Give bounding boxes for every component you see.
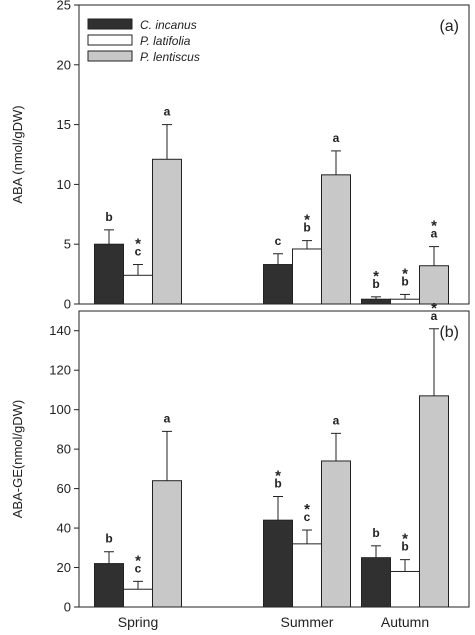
panel-label: (a) xyxy=(439,18,459,35)
bar xyxy=(94,563,124,608)
bar xyxy=(123,274,153,305)
y-axis-title: ABA-GE(nmol/gDW) xyxy=(10,400,25,518)
significance-star: * xyxy=(304,501,310,518)
y-tick-label: 100 xyxy=(49,402,71,417)
significance-letter: a xyxy=(333,413,340,427)
significance-letter: c xyxy=(135,245,142,259)
significance-letter: b xyxy=(372,526,379,540)
y-tick-label: 5 xyxy=(64,237,71,252)
significance-star: * xyxy=(275,467,281,484)
y-tick-label: 20 xyxy=(57,560,71,575)
legend-swatch xyxy=(87,50,133,62)
bar xyxy=(292,543,322,608)
bar xyxy=(321,174,351,305)
y-tick-label: 20 xyxy=(57,57,71,72)
significance-letter: c xyxy=(304,510,311,524)
y-tick-label: 40 xyxy=(57,521,71,536)
significance-letter: b xyxy=(372,277,379,291)
bar xyxy=(263,264,293,305)
significance-star: * xyxy=(135,552,141,569)
significance-letter: b xyxy=(105,532,112,546)
bar xyxy=(123,588,153,608)
legend-swatch xyxy=(87,18,133,30)
category-label: Spring xyxy=(118,614,158,630)
significance-letter: a xyxy=(164,411,171,425)
legend-label: P. latifolia xyxy=(140,34,191,48)
significance-star: * xyxy=(373,268,379,285)
y-axis-title: ABA (nmol/gDW) xyxy=(10,105,25,203)
significance-letter: c xyxy=(275,234,282,248)
bar xyxy=(419,265,449,305)
bar xyxy=(390,298,420,305)
significance-letter: b xyxy=(401,540,408,554)
bar xyxy=(390,570,420,608)
bar xyxy=(419,395,449,608)
significance-letter: a xyxy=(431,309,438,323)
significance-letter: c xyxy=(135,561,142,575)
legend-label: P. lentiscus xyxy=(140,50,200,64)
y-tick-label: 120 xyxy=(49,363,71,378)
y-tick-label: 0 xyxy=(64,297,71,312)
y-tick-label: 15 xyxy=(57,117,71,132)
significance-star: * xyxy=(135,236,141,253)
significance-letter: a xyxy=(333,131,340,145)
significance-letter: b xyxy=(105,210,112,224)
y-tick-label: 10 xyxy=(57,177,71,192)
bar xyxy=(94,243,124,305)
bar xyxy=(321,460,351,608)
y-tick-label: 60 xyxy=(57,481,71,496)
legend-swatch xyxy=(87,34,133,46)
significance-star: * xyxy=(431,218,437,235)
y-tick-label: 25 xyxy=(57,0,71,13)
bar xyxy=(361,298,391,305)
category-label: Summer xyxy=(281,614,334,630)
bar xyxy=(263,519,293,608)
significance-star: * xyxy=(304,212,310,229)
panel-b: 020406080100120140ABA-GE(nmol/gDW)(b)bc*… xyxy=(10,300,470,630)
significance-letter: b xyxy=(274,476,281,490)
significance-letter: b xyxy=(303,221,310,235)
bar xyxy=(361,557,391,608)
significance-star: * xyxy=(402,531,408,548)
significance-letter: a xyxy=(431,227,438,241)
panel-label: (b) xyxy=(439,324,459,341)
significance-letter: b xyxy=(401,274,408,288)
y-tick-label: 0 xyxy=(64,600,71,615)
bar xyxy=(152,158,182,305)
y-tick-label: 80 xyxy=(57,442,71,457)
significance-letter: a xyxy=(164,105,171,119)
significance-star: * xyxy=(431,300,437,317)
significance-star: * xyxy=(402,265,408,282)
y-tick-label: 140 xyxy=(49,323,71,338)
category-label: Autumn xyxy=(381,614,429,630)
bar xyxy=(152,480,182,608)
bar xyxy=(292,248,322,305)
legend-label: C. incanus xyxy=(140,18,197,32)
